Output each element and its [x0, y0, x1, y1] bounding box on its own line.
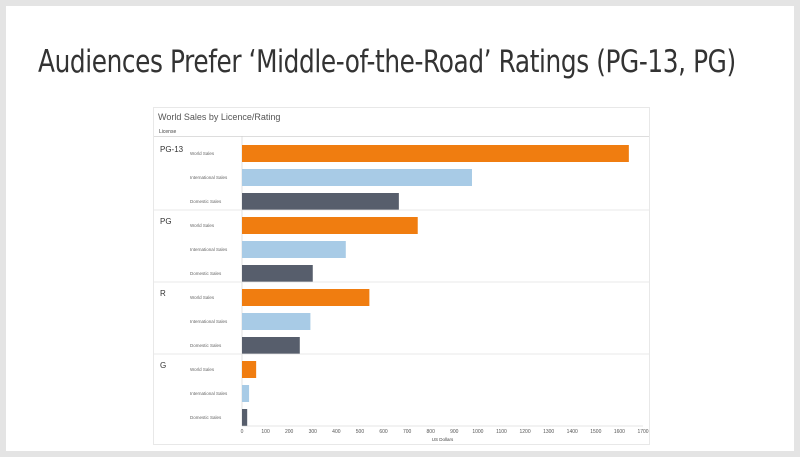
bar-pg-13-international-sales [242, 169, 472, 186]
slide-title: Audiences Prefer ‘Middle-of-the-Road’ Ra… [38, 44, 736, 80]
x-tick-label: 800 [427, 429, 436, 435]
bar-r-domestic-sales [242, 337, 300, 354]
x-tick-label: 1400 [567, 429, 578, 435]
x-tick-label: 200 [285, 429, 294, 435]
measure-label: International Sales [190, 175, 228, 180]
group-label-g: G [160, 361, 166, 370]
measure-label: World Sales [190, 223, 215, 228]
x-tick-label: 300 [309, 429, 318, 435]
x-tick-label: 900 [450, 429, 459, 435]
x-tick-label: 1000 [472, 429, 483, 435]
bar-pg-13-domestic-sales [242, 193, 399, 210]
bar-r-international-sales [242, 313, 311, 330]
group-label-pg-13: PG-13 [160, 145, 184, 154]
bar-pg-13-world-sales [242, 145, 629, 162]
chart-title: World Sales by Licence/Rating [158, 112, 281, 122]
measure-label: Domestic Sales [190, 415, 222, 420]
bar-pg-world-sales [242, 217, 418, 234]
bar-g-domestic-sales [242, 409, 248, 426]
bar-g-world-sales [242, 361, 257, 378]
row-header-label: License [159, 129, 177, 135]
x-tick-label: 1500 [590, 429, 601, 435]
group-label-pg: PG [160, 217, 172, 226]
x-tick-label: 1600 [614, 429, 625, 435]
x-tick-label: 1100 [496, 429, 507, 435]
bar-pg-domestic-sales [242, 265, 313, 282]
bar-pg-international-sales [242, 241, 346, 258]
x-tick-label: 100 [261, 429, 270, 435]
measure-label: World Sales [190, 151, 215, 156]
x-tick-label: 1700 [637, 429, 648, 435]
x-axis-title: US Dollars [432, 437, 454, 442]
x-tick-label: 700 [403, 429, 412, 435]
group-label-r: R [160, 289, 166, 298]
measure-label: World Sales [190, 367, 215, 372]
chart-panel: World Sales by Licence/Rating License PG… [153, 107, 650, 445]
header-divider [154, 136, 649, 137]
bar-g-international-sales [242, 385, 250, 402]
measure-label: Domestic Sales [190, 199, 222, 204]
slide: Audiences Prefer ‘Middle-of-the-Road’ Ra… [6, 6, 794, 451]
x-tick-label: 1200 [519, 429, 530, 435]
bar-chart: PG-13 World Sales International Sales Domes… [154, 136, 649, 442]
measure-label: Domestic Sales [190, 271, 222, 276]
measure-label: Domestic Sales [190, 343, 222, 348]
measure-label: International Sales [190, 391, 228, 396]
x-tick-label: 500 [356, 429, 365, 435]
bar-r-world-sales [242, 289, 370, 306]
x-tick-label: 400 [332, 429, 341, 435]
x-tick-label: 1300 [543, 429, 554, 435]
measure-label: International Sales [190, 319, 228, 324]
x-tick-label: 600 [379, 429, 388, 435]
x-tick-label: 0 [241, 429, 244, 435]
measure-label: International Sales [190, 247, 228, 252]
measure-label: World Sales [190, 295, 215, 300]
